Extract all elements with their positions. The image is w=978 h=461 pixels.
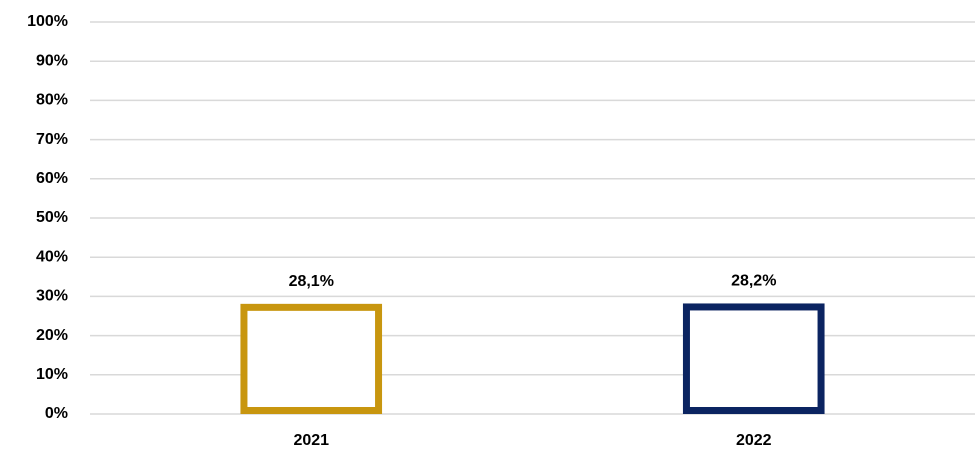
y-tick-label: 80% bbox=[36, 92, 68, 109]
value-label: 28,2% bbox=[731, 273, 776, 290]
y-tick-label: 40% bbox=[36, 248, 68, 265]
bar bbox=[682, 303, 825, 414]
y-tick-label: 70% bbox=[36, 131, 68, 148]
x-tick-label: 2021 bbox=[293, 432, 329, 449]
y-tick-label: 100% bbox=[27, 13, 68, 30]
y-tick-label: 90% bbox=[36, 52, 68, 69]
y-tick-label: 50% bbox=[36, 209, 68, 226]
y-tick-label: 20% bbox=[36, 327, 68, 344]
value-label: 28,1% bbox=[289, 273, 334, 290]
y-tick-label: 10% bbox=[36, 366, 68, 383]
y-tick-label: 60% bbox=[36, 170, 68, 187]
bar bbox=[240, 303, 383, 414]
y-tick-label: 30% bbox=[36, 288, 68, 305]
x-tick-label: 2022 bbox=[736, 432, 772, 449]
y-tick-label: 0% bbox=[45, 405, 68, 422]
